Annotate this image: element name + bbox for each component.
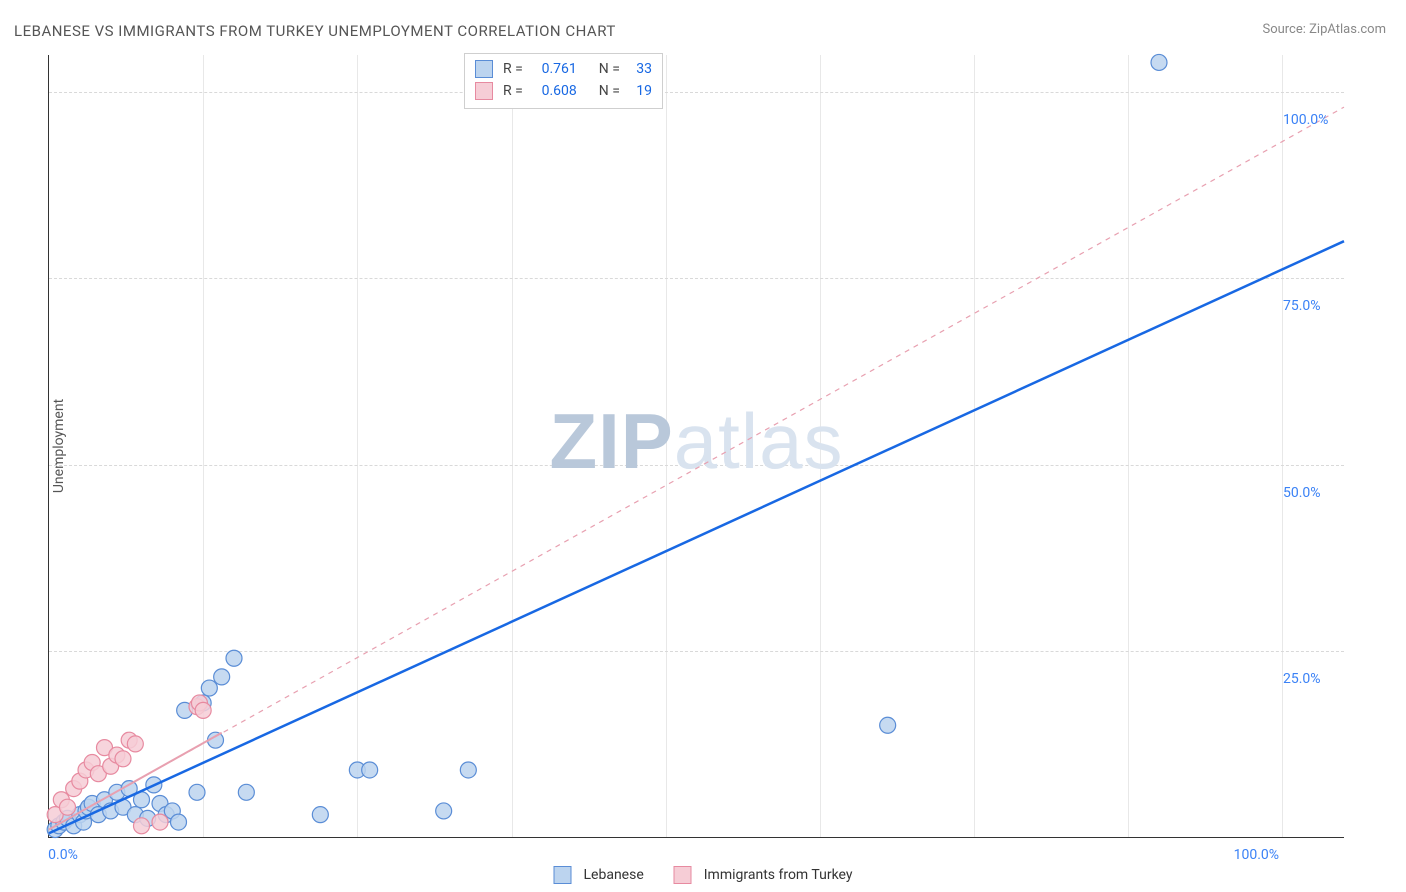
r-label: R = xyxy=(503,58,523,80)
data-point xyxy=(115,751,131,767)
r-label: R = xyxy=(503,80,523,102)
data-point xyxy=(189,784,205,800)
trend-line xyxy=(49,107,1344,829)
data-point xyxy=(134,818,150,834)
data-point xyxy=(362,762,378,778)
data-point xyxy=(238,784,254,800)
r-value: 0.608 xyxy=(529,80,577,102)
data-point xyxy=(226,650,242,666)
source-attribution: Source: ZipAtlas.com xyxy=(1262,22,1386,37)
data-point xyxy=(60,799,76,815)
x-tick-label: 0.0% xyxy=(48,847,78,863)
n-value: 33 xyxy=(626,58,652,80)
correlation-stats-box: R = 0.761 N = 33 R = 0.608 N = 19 xyxy=(464,53,663,109)
data-point xyxy=(436,803,452,819)
data-point xyxy=(152,814,168,830)
stats-row: R = 0.608 N = 19 xyxy=(475,80,652,102)
stats-row: R = 0.761 N = 33 xyxy=(475,58,652,80)
x-tick-label: 100.0% xyxy=(1234,847,1279,863)
chart-svg xyxy=(49,55,1344,837)
data-point xyxy=(1151,54,1167,70)
n-label: N = xyxy=(599,58,620,80)
bottom-legend: Lebanese Immigrants from Turkey xyxy=(554,866,853,884)
legend-label: Immigrants from Turkey xyxy=(704,867,853,883)
data-point xyxy=(880,717,896,733)
legend-label: Lebanese xyxy=(584,867,644,883)
n-value: 19 xyxy=(626,80,652,102)
legend-swatch xyxy=(475,82,493,100)
data-point xyxy=(312,807,328,823)
y-tick-label: 50.0% xyxy=(1283,485,1321,501)
data-point xyxy=(195,702,211,718)
legend-swatch xyxy=(674,866,692,884)
data-point xyxy=(201,680,217,696)
chart-title: LEBANESE VS IMMIGRANTS FROM TURKEY UNEMP… xyxy=(14,22,616,40)
y-tick-label: 25.0% xyxy=(1283,671,1321,687)
data-point xyxy=(127,736,143,752)
legend-swatch xyxy=(475,60,493,78)
r-value: 0.761 xyxy=(529,58,577,80)
plot-area: ZIPatlas R =0.761N =33R =0.608N =19 xyxy=(48,55,1344,838)
y-tick-label: 75.0% xyxy=(1283,298,1321,314)
y-tick-label: 100.0% xyxy=(1283,112,1328,128)
n-label: N = xyxy=(599,80,620,102)
legend-item: Immigrants from Turkey xyxy=(674,866,853,884)
legend-item: Lebanese xyxy=(554,866,644,884)
data-point xyxy=(171,814,187,830)
data-point xyxy=(460,762,476,778)
legend-swatch xyxy=(554,866,572,884)
trend-line xyxy=(49,241,1344,833)
data-point xyxy=(214,669,230,685)
